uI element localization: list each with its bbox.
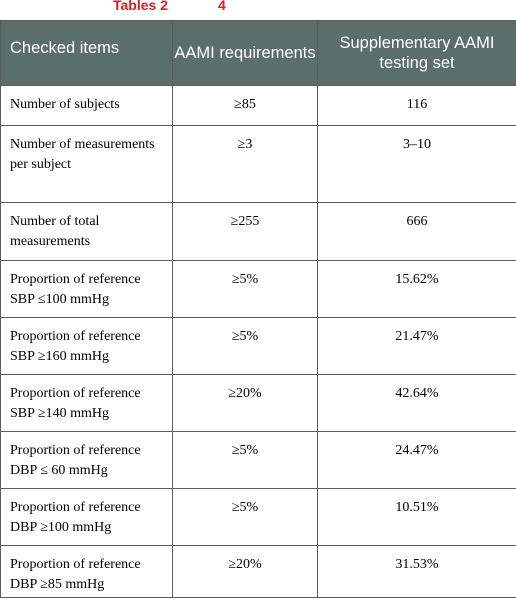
row-testing-set-value: 24.47% bbox=[317, 431, 516, 489]
row-aami-requirement: ≥20% bbox=[172, 374, 318, 432]
row-testing-set-value: 31.53% bbox=[317, 545, 516, 598]
table-row: Number of total measurements ≥255 666 bbox=[0, 202, 516, 261]
row-checked-item: Number of measurements per subject bbox=[0, 125, 173, 203]
row-checked-item: Proportion of reference SBP ≥160 mmHg bbox=[0, 317, 173, 375]
row-checked-item: Proportion of reference SBP ≤100 mmHg bbox=[0, 260, 173, 318]
table-row: Proportion of reference SBP ≤100 mmHg ≥5… bbox=[0, 260, 516, 318]
row-testing-set-value: 10.51% bbox=[317, 488, 516, 546]
header-aami-requirements: AAMI requirements bbox=[172, 20, 318, 86]
caption-label: Tables 2 bbox=[113, 0, 168, 13]
row-testing-set-value: 116 bbox=[317, 85, 516, 126]
row-aami-requirement: ≥5% bbox=[172, 260, 318, 318]
table-header: Checked items AAMI requirements Suppleme… bbox=[0, 20, 516, 86]
row-aami-requirement: ≥255 bbox=[172, 202, 318, 261]
table-row: Proportion of reference DBP ≥85 mmHg ≥20… bbox=[0, 545, 516, 598]
aami-comparison-table: Checked items AAMI requirements Suppleme… bbox=[0, 20, 516, 598]
row-aami-requirement: ≥20% bbox=[172, 545, 318, 598]
row-testing-set-value: 3–10 bbox=[317, 125, 516, 203]
row-checked-item: Proportion of reference DBP ≤ 60 mmHg bbox=[0, 431, 173, 489]
row-testing-set-value: 42.64% bbox=[317, 374, 516, 432]
row-checked-item: Number of subjects bbox=[0, 85, 173, 126]
header-row: Checked items AAMI requirements Suppleme… bbox=[0, 20, 516, 86]
header-checked-items: Checked items bbox=[0, 20, 173, 86]
table-row: Proportion of reference DBP ≥100 mmHg ≥5… bbox=[0, 488, 516, 546]
row-aami-requirement: ≥85 bbox=[172, 85, 318, 126]
row-aami-requirement: ≥5% bbox=[172, 488, 318, 546]
caption-number: 4 bbox=[218, 0, 226, 13]
table-row: Proportion of reference SBP ≥160 mmHg ≥5… bbox=[0, 317, 516, 375]
table-row: Number of measurements per subject ≥3 3–… bbox=[0, 125, 516, 203]
row-testing-set-value: 666 bbox=[317, 202, 516, 261]
row-checked-item: Number of total measurements bbox=[0, 202, 173, 261]
header-supplementary-testing-set: Supplementary AAMI testing set bbox=[317, 20, 516, 86]
table-caption: Tables 2 4 bbox=[0, 0, 516, 20]
row-checked-item: Proportion of reference DBP ≥100 mmHg bbox=[0, 488, 173, 546]
table-row: Proportion of reference SBP ≥140 mmHg ≥2… bbox=[0, 374, 516, 432]
table-row: Proportion of reference DBP ≤ 60 mmHg ≥5… bbox=[0, 431, 516, 489]
row-aami-requirement: ≥5% bbox=[172, 317, 318, 375]
table-body: Number of subjects ≥85 116 Number of mea… bbox=[0, 85, 516, 598]
row-checked-item: Proportion of reference DBP ≥85 mmHg bbox=[0, 545, 173, 598]
row-testing-set-value: 15.62% bbox=[317, 260, 516, 318]
row-aami-requirement: ≥5% bbox=[172, 431, 318, 489]
table-row: Number of subjects ≥85 116 bbox=[0, 85, 516, 126]
row-checked-item: Proportion of reference SBP ≥140 mmHg bbox=[0, 374, 173, 432]
row-testing-set-value: 21.47% bbox=[317, 317, 516, 375]
row-aami-requirement: ≥3 bbox=[172, 125, 318, 203]
